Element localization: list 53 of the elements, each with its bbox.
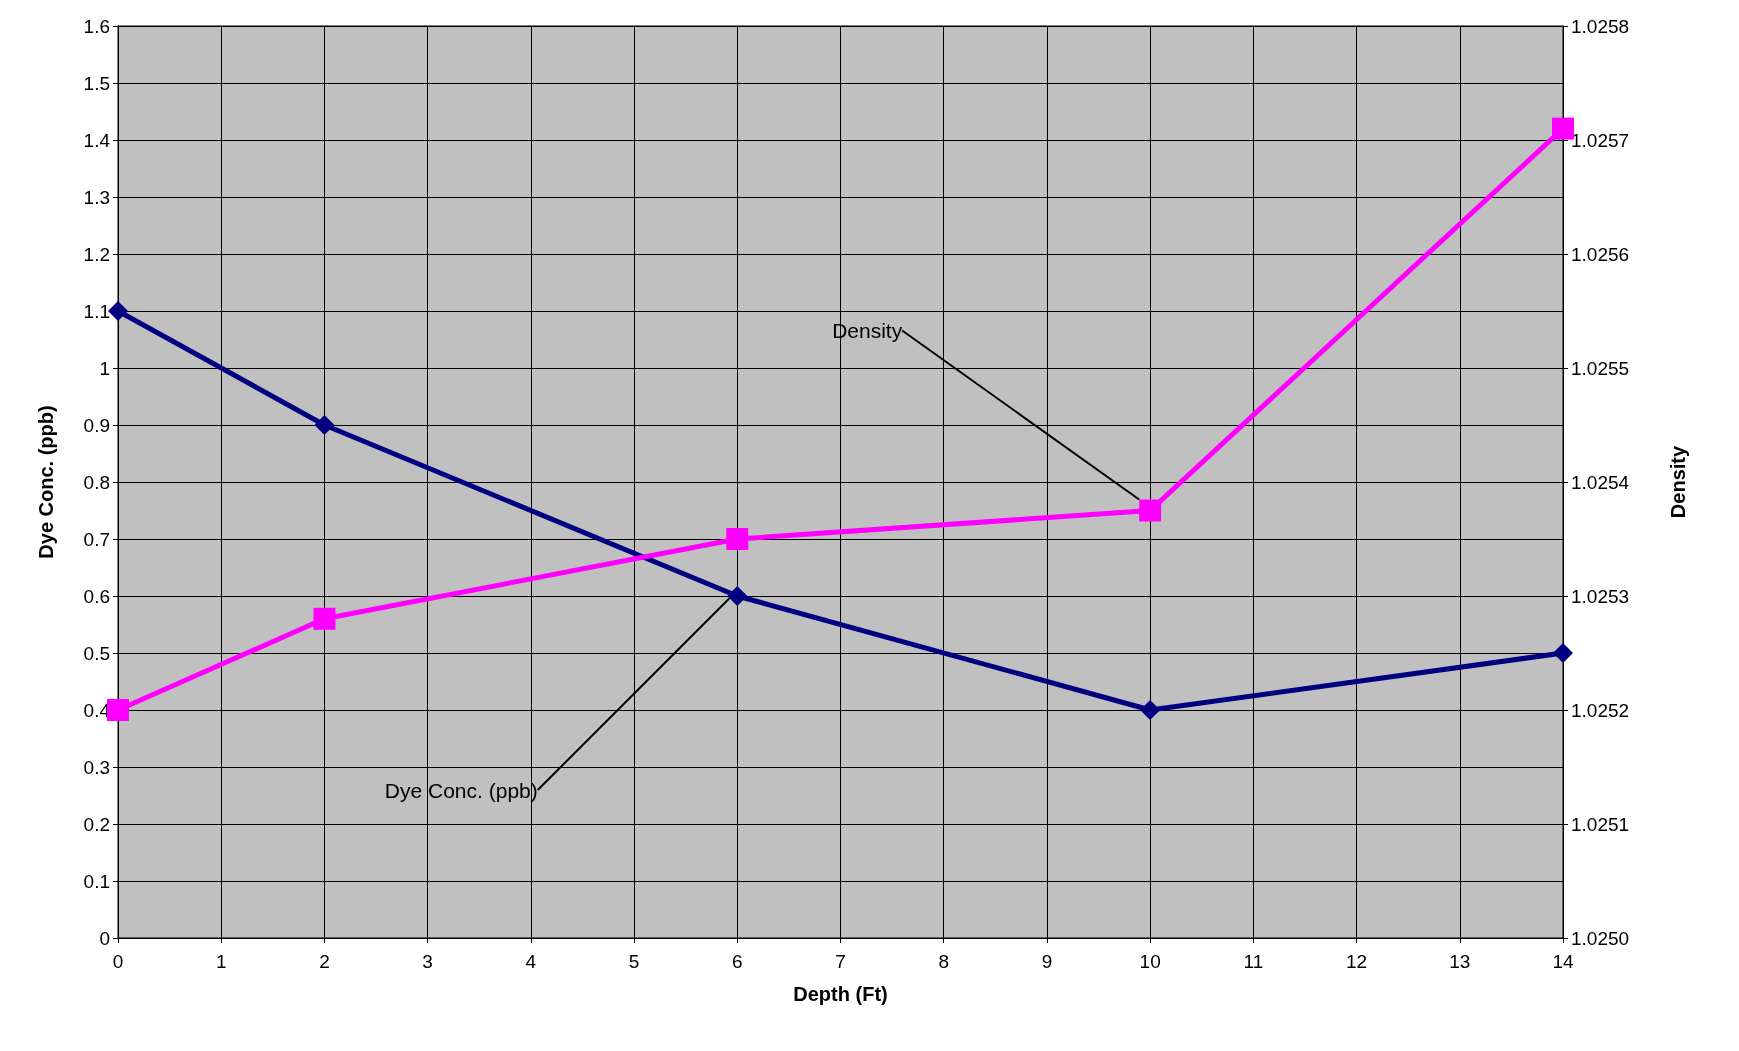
y2-tick-label: 1.0253 [1571,585,1630,607]
x-tick-label: 0 [112,951,124,972]
point [108,301,128,321]
x-tick-label: 1 [215,951,227,972]
y-tick-label: 1.4 [83,129,111,151]
y-tick-label: 1 [99,357,110,379]
y-tick-label: 0.9 [83,414,110,436]
point [1140,700,1161,720]
y-tick-label: 0 [99,927,110,949]
y-tick-label: 0.3 [83,756,110,778]
x-tick-label: 7 [835,951,846,972]
y-tick-label: 0.5 [83,642,110,664]
y-tick-label: 0.8 [83,471,110,493]
point [313,607,336,630]
x-tick-label: 13 [1449,951,1471,972]
x-axis-title: Depth (Ft) [793,983,888,1005]
y2-tick-label: 1.0251 [1571,813,1630,835]
point [314,415,335,435]
point [1553,643,1573,663]
x-tick-label: 12 [1346,951,1368,972]
x-tick-label: 2 [319,951,330,972]
x-tick-label: 14 [1552,951,1574,972]
point [726,528,749,550]
y2-tick-label: 1.0256 [1571,243,1630,265]
y2-tick-label: 1.0258 [1571,15,1630,37]
y-tick-label: 0.2 [83,813,110,835]
point [1552,117,1574,140]
y-tick-label: 0.7 [83,528,110,550]
y2-axis-title: Density [1667,445,1689,519]
y2-tick-label: 1.0254 [1571,471,1630,493]
x-tick-label: 4 [525,951,537,972]
y-tick-label: 1.6 [83,15,110,37]
y2-tick-label: 1.0255 [1571,357,1630,379]
x-tick-label: 9 [1041,951,1053,972]
point [1139,499,1162,522]
point [107,699,129,721]
y2-tick-label: 1.0257 [1571,129,1630,151]
x-tick-label: 10 [1139,951,1161,972]
x-tick-label: 3 [422,951,433,972]
y-tick-label: 1.3 [83,186,110,208]
y-axis-title: Dye Conc. (ppb) [35,405,57,559]
x-tick-label: 5 [628,951,640,972]
y-tick-label: 0.1 [83,870,110,892]
y-tick-label: 1.2 [83,243,110,265]
point [727,586,748,606]
y2-tick-label: 1.0252 [1571,699,1630,721]
x-tick-label: 8 [938,951,949,972]
y2-tick-label: 1.0250 [1571,927,1630,949]
y-tick-label: 1.5 [83,72,110,94]
y-tick-label: 0.6 [83,585,110,607]
x-tick-label: 6 [732,951,743,972]
x-tick-label: 11 [1243,951,1264,972]
y-tick-label: 1.1 [83,300,110,322]
